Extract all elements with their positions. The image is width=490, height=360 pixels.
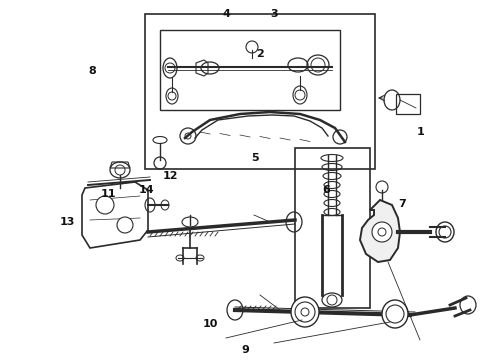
Circle shape xyxy=(117,217,133,233)
Text: 4: 4 xyxy=(222,9,230,19)
Text: 5: 5 xyxy=(251,153,259,163)
Bar xyxy=(396,94,420,114)
Text: 8: 8 xyxy=(88,66,96,76)
Text: 1: 1 xyxy=(416,127,424,138)
Text: 2: 2 xyxy=(256,49,264,59)
Text: 7: 7 xyxy=(398,199,406,210)
Text: 13: 13 xyxy=(60,217,75,228)
Bar xyxy=(160,30,340,110)
Text: 6: 6 xyxy=(322,185,330,195)
Text: 11: 11 xyxy=(101,189,117,199)
Ellipse shape xyxy=(382,300,408,328)
Circle shape xyxy=(96,196,114,214)
Circle shape xyxy=(180,128,196,144)
Text: 9: 9 xyxy=(241,345,249,355)
Circle shape xyxy=(295,302,315,322)
Polygon shape xyxy=(360,200,400,262)
Text: 10: 10 xyxy=(203,319,219,329)
Bar xyxy=(295,148,370,308)
Circle shape xyxy=(372,222,392,242)
Text: 3: 3 xyxy=(270,9,278,19)
Polygon shape xyxy=(82,182,148,248)
Bar xyxy=(145,14,375,169)
Circle shape xyxy=(115,165,125,175)
Circle shape xyxy=(386,305,404,323)
Text: 12: 12 xyxy=(163,171,178,181)
Ellipse shape xyxy=(291,297,319,327)
Circle shape xyxy=(333,130,347,144)
Text: 14: 14 xyxy=(138,185,154,195)
